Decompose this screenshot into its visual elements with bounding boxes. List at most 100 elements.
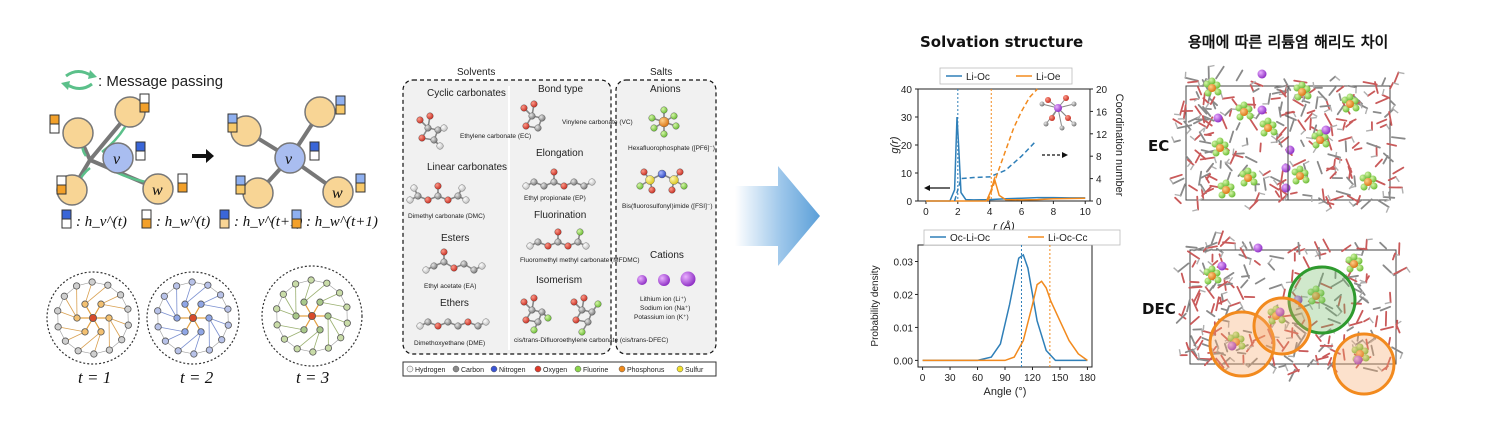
solvent-bond bbox=[1189, 164, 1195, 171]
solvent-bond bbox=[1320, 301, 1334, 310]
solvent-bond bbox=[1333, 165, 1339, 172]
fsi-anion-atom bbox=[1222, 148, 1230, 156]
solvent-bond bbox=[1379, 241, 1387, 250]
center-node bbox=[89, 313, 98, 322]
svg-text:t = 3: t = 3 bbox=[296, 368, 329, 387]
solvent-bond bbox=[1329, 171, 1337, 180]
y2-tick-label: 4 bbox=[1096, 175, 1102, 186]
cycle-arrow-icon bbox=[65, 70, 93, 78]
solvent-bond bbox=[1328, 86, 1337, 96]
solvent-bond bbox=[1346, 326, 1354, 332]
solvent-bond bbox=[1172, 177, 1185, 185]
solvent-bond bbox=[1179, 183, 1186, 197]
x-tick-label: 90 bbox=[999, 373, 1011, 384]
solvent-bond bbox=[1278, 136, 1285, 142]
graph-node bbox=[173, 314, 181, 322]
dfec-trans-molecule bbox=[570, 294, 602, 336]
solvent-bond bbox=[1174, 196, 1182, 205]
solvent-bond bbox=[1380, 77, 1387, 87]
solvent-bond bbox=[1337, 295, 1342, 307]
solvent-bond bbox=[1188, 184, 1198, 192]
x-tick-label: 0 bbox=[923, 207, 929, 218]
anion-center bbox=[1216, 144, 1224, 152]
solvent-bond bbox=[1278, 364, 1287, 368]
solvent-bond bbox=[1203, 115, 1215, 122]
solvent-bond bbox=[1360, 281, 1367, 284]
solvent-bond bbox=[1176, 124, 1193, 130]
solvent-bond bbox=[1270, 141, 1277, 144]
solvent-bond bbox=[1363, 91, 1369, 97]
x-axis-label: Angle (°) bbox=[984, 386, 1027, 398]
x-tick-label: 6 bbox=[1019, 207, 1025, 218]
solvent-bond bbox=[1369, 338, 1376, 343]
atom-legend-label: Fluorine bbox=[583, 367, 608, 374]
solvent-bond bbox=[1285, 111, 1296, 114]
solvent-bond bbox=[1202, 126, 1207, 133]
solvent-bond bbox=[1201, 343, 1210, 348]
svg-text:Elongation: Elongation bbox=[536, 148, 583, 159]
solvent-bond bbox=[1205, 162, 1214, 173]
solvent-bond bbox=[1365, 273, 1368, 284]
solvent-bond bbox=[1297, 241, 1301, 255]
graph-node bbox=[81, 300, 89, 308]
svg-text:v: v bbox=[285, 151, 293, 168]
solvent-bond bbox=[1210, 231, 1217, 245]
anion-center bbox=[1364, 178, 1372, 186]
solvent-bond bbox=[1359, 295, 1370, 304]
svg-text:Isomerism: Isomerism bbox=[536, 275, 582, 286]
solvent-bond bbox=[1248, 258, 1252, 266]
lithium-ion bbox=[1353, 355, 1363, 365]
solvent-bond bbox=[1392, 252, 1396, 261]
solvent-bond bbox=[1182, 104, 1187, 120]
solvent-bond bbox=[1296, 248, 1306, 253]
x-tick-label: 8 bbox=[1051, 207, 1057, 218]
solvent-bond bbox=[1186, 298, 1191, 313]
legend-label: Li-Oe bbox=[1036, 72, 1061, 83]
solvent-bond bbox=[1388, 111, 1393, 126]
solvent-bond bbox=[1284, 365, 1289, 372]
fsi-anion-atom bbox=[1298, 81, 1306, 89]
solvent-bond bbox=[1392, 108, 1399, 114]
solvent-bond bbox=[1204, 149, 1216, 154]
solvent-bond bbox=[1312, 81, 1315, 89]
y2-tick-label: 0 bbox=[1096, 197, 1102, 208]
solvent-bond bbox=[1191, 298, 1199, 312]
solvated-ion-highlight bbox=[1332, 332, 1396, 396]
solvent-bond bbox=[1333, 293, 1342, 302]
solvent-bond bbox=[1401, 187, 1404, 194]
solvent-bond bbox=[1175, 312, 1187, 324]
solvent-bond bbox=[1360, 198, 1373, 210]
solvent-bond bbox=[1253, 259, 1261, 266]
x-tick-label: 60 bbox=[972, 373, 984, 384]
y2-tick-label: 8 bbox=[1096, 152, 1102, 163]
solvent-bond bbox=[1389, 81, 1394, 90]
solvent-bond bbox=[1324, 113, 1333, 127]
solvent-bond bbox=[1381, 88, 1385, 96]
solvent-bond bbox=[1262, 170, 1271, 177]
solvent-bond bbox=[1290, 269, 1294, 284]
fsi-anion-atom bbox=[1238, 342, 1246, 350]
svg-text:Cations: Cations bbox=[650, 250, 684, 261]
fsi-anion-atom bbox=[1318, 296, 1326, 304]
x-tick-label: 2 bbox=[955, 207, 961, 218]
graph-node bbox=[216, 291, 225, 299]
molecule-drawings bbox=[406, 100, 696, 336]
fsi-anion-atom bbox=[1264, 117, 1272, 125]
lithium-ion bbox=[1275, 307, 1285, 317]
solvent-bond bbox=[1322, 352, 1331, 358]
graph-node bbox=[172, 282, 181, 290]
x-tick-label: 120 bbox=[1024, 373, 1041, 384]
solvent-bond bbox=[1188, 285, 1203, 289]
solvent-bond bbox=[1384, 301, 1391, 305]
solvent-bond bbox=[1215, 65, 1225, 80]
solvent-bond bbox=[1200, 187, 1206, 193]
solvent-bond bbox=[1280, 284, 1286, 291]
solvent-bond bbox=[1245, 155, 1258, 164]
solvent-bond bbox=[1306, 136, 1313, 140]
graph-node bbox=[97, 300, 105, 308]
solvent-bond bbox=[1398, 71, 1405, 75]
solvent-bond bbox=[1196, 358, 1209, 362]
solvent-bond bbox=[1279, 89, 1287, 98]
transition-arrow-icon bbox=[735, 166, 820, 266]
solvent-bond bbox=[1199, 156, 1216, 161]
